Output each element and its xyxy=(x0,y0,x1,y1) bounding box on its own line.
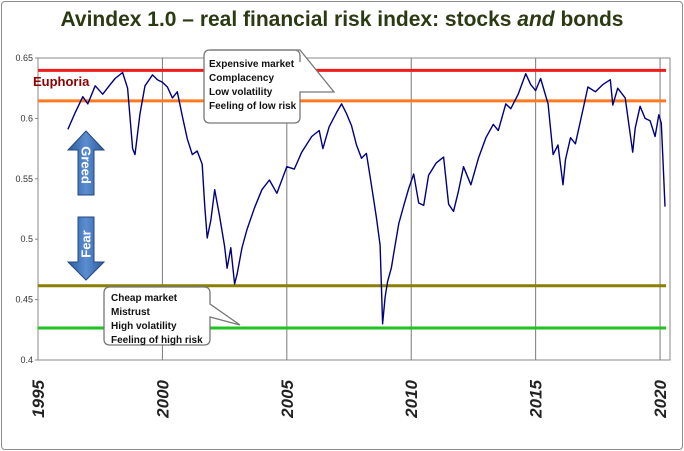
greed-label: Greed xyxy=(79,146,94,184)
series-layer xyxy=(67,71,666,325)
chart-title-text: Avindex 1.0 – real financial risk index:… xyxy=(60,8,518,31)
fear-label: Fear xyxy=(79,230,94,257)
y-tick-label: 0.4 xyxy=(20,355,33,365)
callout-line: Mistrust xyxy=(111,307,151,318)
chart-title: Avindex 1.0 – real financial risk index:… xyxy=(0,8,684,32)
callout-line: High volatility xyxy=(111,321,177,332)
callout-line: Cheap market xyxy=(111,293,178,304)
y-tick-label: 0.65 xyxy=(15,53,33,63)
x-axis-ticks: 1995 2000 2005 2010 2015 2020 xyxy=(29,379,670,418)
callout-line: Complacency xyxy=(209,73,274,84)
callout-line: Low volatility xyxy=(209,87,273,98)
greed-arrow: Greed xyxy=(66,130,106,196)
callout-cheap: Cheap market Mistrust High volatility Feeli… xyxy=(103,286,241,346)
euphoria-label: Euphoria xyxy=(33,74,90,89)
callout-expensive-text: Expensive market Complacency Low volatilit… xyxy=(209,59,297,112)
x-tick-label: 1995 xyxy=(29,379,48,417)
x-tick-label: 2015 xyxy=(527,379,546,418)
reference-lines xyxy=(38,68,666,330)
x-tick-label: 2005 xyxy=(278,379,297,418)
callout-line: Feeling of low risk xyxy=(209,101,297,112)
y-tick-label: 0.55 xyxy=(15,174,33,184)
callout-line: Expensive market xyxy=(209,59,295,70)
callout-line: Feeling of high risk xyxy=(111,335,203,346)
chart-title-emphasis: and xyxy=(517,8,555,31)
y-axis-ticks: 0.4 0.45 0.5 0.55 0.6 0.65 xyxy=(15,53,38,365)
callout-cheap-text: Cheap market Mistrust High volatility Feeli… xyxy=(111,293,203,346)
x-tick-label: 2000 xyxy=(153,379,172,418)
series-line xyxy=(67,71,666,325)
chart-title-end: bonds xyxy=(554,8,624,31)
y-tick-label: 0.6 xyxy=(20,113,33,123)
x-tick-label: 2010 xyxy=(402,379,421,418)
fear-arrow: Fear xyxy=(66,216,106,281)
x-tick-label: 2020 xyxy=(651,379,670,418)
y-tick-label: 0.45 xyxy=(15,295,33,305)
y-tick-label: 0.5 xyxy=(20,234,33,244)
callout-expensive: Expensive market Complacency Low volatilit… xyxy=(203,49,336,124)
